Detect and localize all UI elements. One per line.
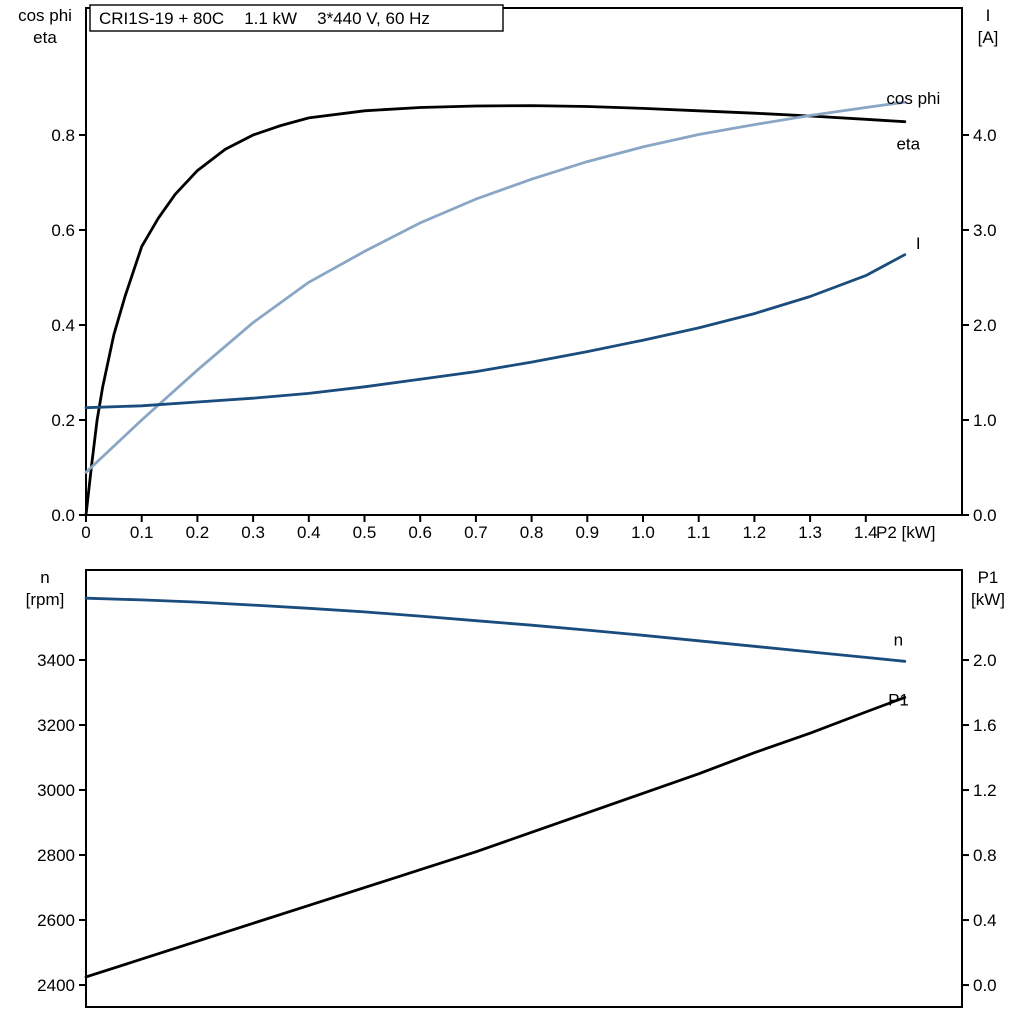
- left-axis-title: [rpm]: [26, 590, 65, 609]
- right-tick-label: 3.0: [973, 221, 997, 240]
- right-tick-label: 1.2: [973, 781, 997, 800]
- x-tick-label: 0.5: [353, 523, 377, 542]
- left-tick-label: 0.8: [51, 126, 75, 145]
- right-axis-title: P1: [978, 568, 999, 587]
- right-tick-label: 2.0: [973, 651, 997, 670]
- right-tick-label: 0.4: [973, 911, 997, 930]
- speed-power-chart: 2400 2600 2800 3000 3200 3400 0.0 0.4 0.8 1.2 1.6 2…: [26, 568, 1005, 1008]
- left-tick-label: 3000: [37, 781, 75, 800]
- left-tick-label: 2600: [37, 911, 75, 930]
- left-tick-label: 2400: [37, 976, 75, 995]
- x-axis-unit-label: P2 [kW]: [876, 523, 936, 542]
- chart-title: CRI1S-19 + 80C 1.1 kW 3*440 V, 60 Hz: [99, 9, 430, 28]
- x-tick-label: 0.3: [241, 523, 265, 542]
- curve-i: [84, 253, 907, 410]
- curve-label-p1: P1: [888, 691, 909, 710]
- left-tick-label: 0.4: [51, 316, 75, 335]
- left-tick-label: 3200: [37, 716, 75, 735]
- curve-label-n: n: [894, 630, 903, 649]
- x-tick-label: 0.4: [297, 523, 321, 542]
- left-axis-title: cos phi: [18, 6, 72, 25]
- x-tick-label: 0.8: [520, 523, 544, 542]
- chart-title-border: [89, 4, 504, 32]
- plot-frame: [85, 7, 963, 516]
- x-tick-label: 0.9: [575, 523, 599, 542]
- right-tick-label: 4.0: [973, 126, 997, 145]
- curve-label-eta: eta: [896, 134, 920, 153]
- right-axis-title: I: [986, 6, 991, 25]
- x-tick-label: 0.2: [186, 523, 210, 542]
- curve-n: [84, 596, 907, 663]
- left-tick-label: 0.2: [51, 411, 75, 430]
- right-axis-title: [A]: [978, 28, 999, 47]
- x-tick-label: 1.1: [687, 523, 711, 542]
- left-tick-label: 2800: [37, 846, 75, 865]
- chart-title-box: CRI1S-19 + 80C 1.1 kW 3*440 V, 60 Hz: [89, 4, 504, 32]
- x-tick-label: 0.6: [408, 523, 432, 542]
- left-axis-title: eta: [33, 28, 57, 47]
- left-axis-title: n: [40, 568, 49, 587]
- right-axis-title: [kW]: [971, 590, 1005, 609]
- right-tick-label: 0.0: [973, 976, 997, 995]
- x-tick-label: 1.3: [798, 523, 822, 542]
- left-tick-label: 0.6: [51, 221, 75, 240]
- right-tick-label: 1.0: [973, 411, 997, 430]
- right-tick-label: 2.0: [973, 316, 997, 335]
- curve-eta: [84, 104, 907, 517]
- left-tick-label: 3400: [37, 651, 75, 670]
- x-tick-label: 0.7: [464, 523, 488, 542]
- curve-label-cos-phi: cos phi: [886, 89, 940, 108]
- right-tick-label: 0.8: [973, 846, 997, 865]
- x-tick-label: 1.2: [743, 523, 767, 542]
- right-tick-label: 1.6: [973, 716, 997, 735]
- plot-frame: [85, 569, 963, 1008]
- x-tick-label: 0: [81, 523, 90, 542]
- curve-cos-phi: [84, 100, 907, 474]
- curve-p1: [84, 696, 907, 979]
- x-tick-label: 1.4: [854, 523, 878, 542]
- left-tick-label: 0.0: [51, 506, 75, 525]
- right-tick-label: 0.0: [973, 506, 997, 525]
- x-tick-label: 0.1: [130, 523, 154, 542]
- x-tick-label: 1.0: [631, 523, 655, 542]
- curve-label-i: I: [916, 234, 921, 253]
- motor-performance-chart: 0 0.1 0.2 0.3 0.4 0.5 0.6 0.7 0.8 0.9 1.0 1.1 1.2 1.3…: [18, 4, 999, 542]
